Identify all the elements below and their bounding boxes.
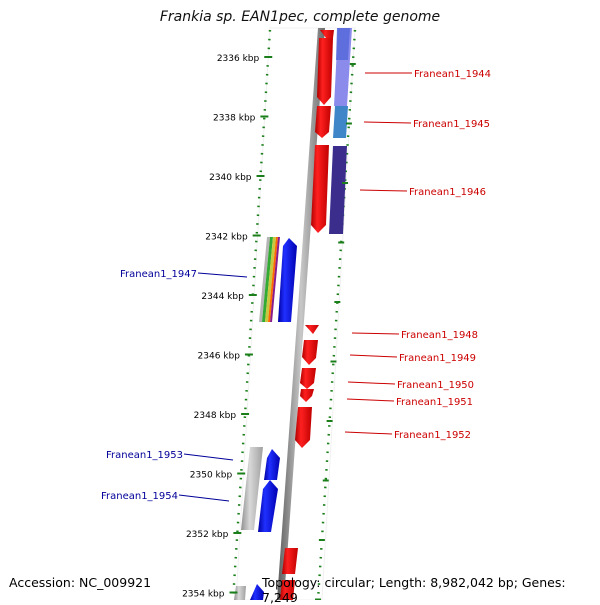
ruler-tick-label: 2338 kbp [213,114,256,124]
gene-arrow[interactable] [302,340,318,365]
callout-line [344,431,393,435]
gene-label-forward[interactable]: Franean1_1945 [413,119,490,130]
ruler-ticks: 2336 kbp 2338 kbp 2340 kbp 2342 kbp 2344 kbp… [182,54,356,600]
multicolor-block[interactable] [259,237,280,322]
gene-label-forward[interactable]: Franean1_1951 [396,397,473,408]
gene-label-reverse[interactable]: Franean1_1954 [101,491,178,502]
accession-label: Accession: NC_009921 [9,575,152,590]
ruler-tick-label: 2346 kbp [198,352,241,362]
forward-features [280,30,334,600]
diagram-title: Frankia sp. EAN1pec, complete genome [159,9,441,25]
similarity-blocks [329,28,352,234]
gene-arrow[interactable] [295,407,312,448]
gene-arrow[interactable] [315,106,331,138]
gene-label-forward[interactable]: Franean1_1944 [414,69,491,80]
gene-label-forward[interactable]: Franean1_1949 [399,353,476,364]
gene-label-forward[interactable]: Franean1_1946 [409,187,486,198]
gene-label-forward[interactable]: Franean1_1948 [401,330,478,341]
callout-line [178,494,230,502]
callout-line [183,453,234,461]
callout-line [197,272,248,278]
gene-label-forward[interactable]: Franean1_1950 [397,380,474,391]
gene-arrow[interactable] [282,548,298,574]
callout-line [347,381,396,385]
gene-callouts: Franean1_1944 Franean1_1945 Franean1_1946 F… [101,69,491,502]
ruler-tick-label: 2336 kbp [217,54,260,64]
ruler-tick-label: 2354 kbp [182,590,225,600]
ruler-tick-label: 2348 kbp [194,411,237,421]
gene-block-gray[interactable] [241,447,263,530]
gene-label-reverse[interactable]: Franean1_1947 [120,269,197,280]
gene-arrow[interactable] [317,38,333,105]
gene-arrow[interactable] [280,580,295,600]
gene-arrow[interactable] [300,389,314,402]
gene-label-reverse[interactable]: Franean1_1953 [106,450,183,461]
reverse-features [234,237,297,600]
ruler-tick-label: 2340 kbp [209,173,252,183]
gene-arrow[interactable] [320,30,334,38]
gene-arrow[interactable] [278,238,297,322]
gene-label-forward[interactable]: Franean1_1952 [394,430,471,441]
ruler-line-right [316,29,357,600]
callout-line [351,332,400,335]
gene-arrow[interactable] [300,368,316,389]
gene-arrow[interactable] [258,480,278,532]
callout-line [359,189,408,192]
callout-line [349,354,398,358]
callout-line [346,398,395,402]
gene-arrow[interactable] [305,325,319,334]
ruler-tick-label: 2352 kbp [186,530,229,540]
gene-block-gray[interactable] [234,586,246,600]
callout-line [363,121,412,124]
ruler-tick-label: 2342 kbp [205,233,248,243]
genome-summary: Topology: circular; Length: 8,982,042 bp… [262,575,566,605]
genome-backbone [277,28,325,600]
ruler-line-left [231,29,272,600]
gene-arrow[interactable] [264,449,280,480]
gene-arrow[interactable] [250,584,264,600]
ruler-tick-label: 2350 kbp [190,471,233,481]
gene-arrow[interactable] [311,145,329,233]
ruler-tick-label: 2344 kbp [201,292,244,302]
